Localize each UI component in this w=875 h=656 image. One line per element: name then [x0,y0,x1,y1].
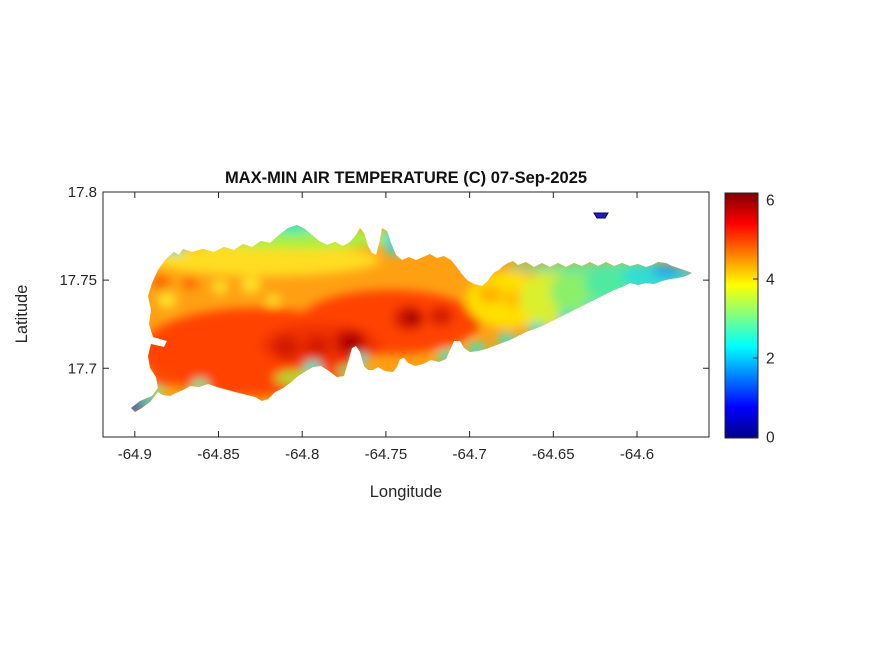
y-tick-label: 17.75 [59,272,97,289]
colorbar-tick-label: 4 [766,272,775,289]
colorbar: 0 2 4 6 [724,192,775,447]
temperature-blob [131,401,143,412]
temperature-blob [652,265,682,277]
colorbar-tick-label: 6 [766,193,775,210]
temperature-blob [241,277,261,293]
temperature-blob [150,244,380,276]
x-tick-label: -64.65 [532,446,575,463]
temperature-blob [478,284,502,304]
axes: -64.9 -64.85 -64.8 -64.75 -64.7 -64.65 -64.6 17… [59,184,710,463]
small-cay [593,212,609,219]
x-tick-label: -64.7 [453,446,487,463]
temperature-blob [272,335,300,359]
temperature-blob [266,294,280,306]
colorbar-gradient [724,192,759,439]
y-axis-label: Latitude [13,285,31,344]
temperature-blob [502,290,524,308]
x-axis-label: Longitude [370,483,443,501]
temperature-blob [212,280,228,294]
temperature-blob [153,275,169,289]
temperature-blob [429,306,453,326]
colorbar-tick-label: 0 [766,430,775,447]
colorbar-tick-label: 2 [766,351,775,368]
temperature-blob [183,277,197,289]
temperature-blob [505,261,645,273]
y-tick-label: 17.8 [68,184,97,201]
y-tick-label: 17.7 [68,360,97,377]
temperature-blob [404,311,420,325]
plot-box [102,191,710,438]
temperature-blob [157,292,177,308]
offshore-cay [593,212,609,219]
x-tick-label: -64.6 [620,446,654,463]
x-tick-label: -64.75 [365,446,408,463]
x-tick-label: -64.85 [197,446,240,463]
x-tick-label: -64.8 [285,446,319,463]
temperature-blob [304,335,330,357]
x-tick-label: -64.9 [118,446,152,463]
chart-title: MAX-MIN AIR TEMPERATURE (C) 07-Sep-2025 [225,169,587,187]
